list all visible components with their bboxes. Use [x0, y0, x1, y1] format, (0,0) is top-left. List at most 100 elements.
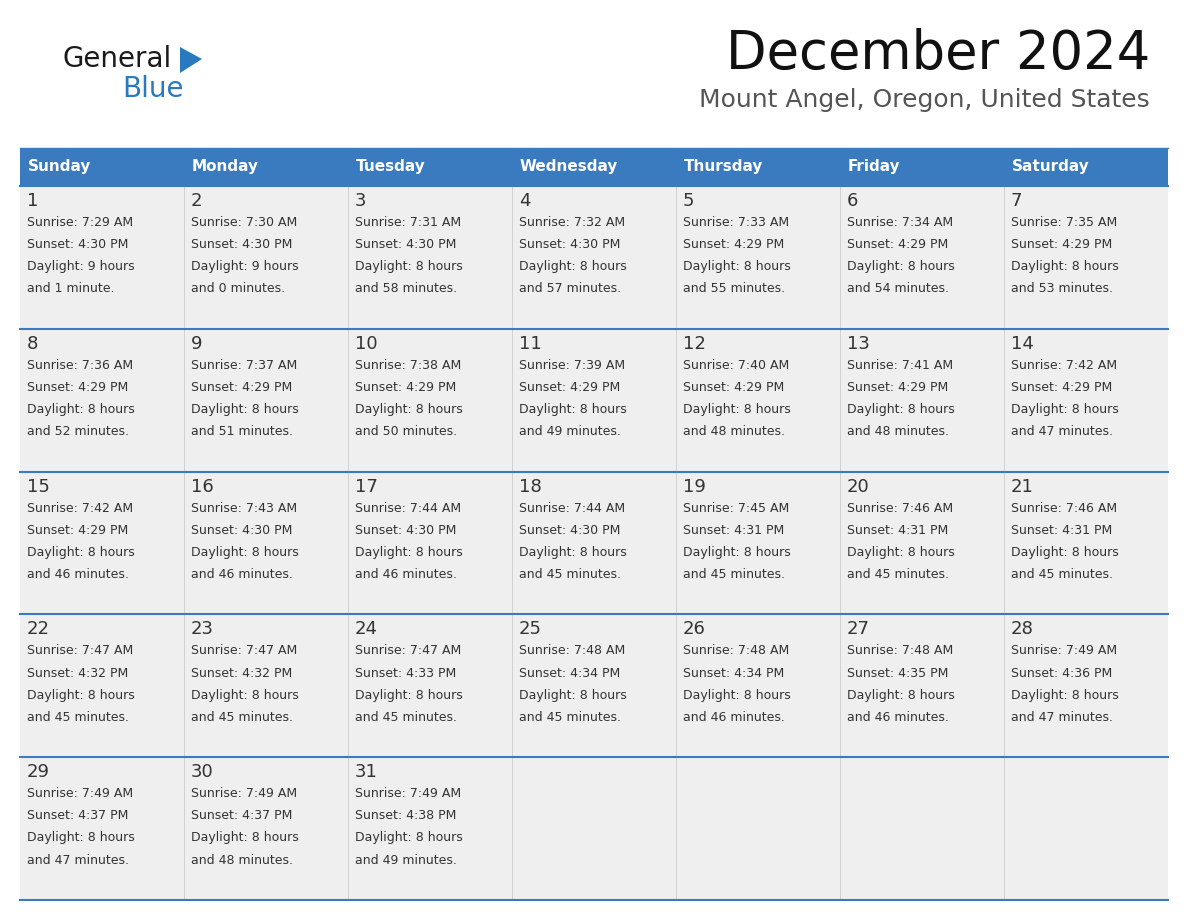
Text: 1: 1	[27, 192, 38, 210]
Text: Sunrise: 7:30 AM: Sunrise: 7:30 AM	[191, 216, 297, 229]
Text: Daylight: 8 hours: Daylight: 8 hours	[191, 832, 298, 845]
Text: General: General	[62, 45, 171, 73]
Bar	[512, 329, 676, 472]
Bar	[20, 186, 184, 329]
Bar	[1004, 186, 1168, 329]
Text: Sunset: 4:34 PM: Sunset: 4:34 PM	[519, 666, 620, 679]
Text: and 45 minutes.: and 45 minutes.	[27, 711, 129, 723]
Text: 24: 24	[355, 621, 378, 638]
Text: Sunrise: 7:42 AM: Sunrise: 7:42 AM	[27, 501, 133, 515]
Text: and 48 minutes.: and 48 minutes.	[191, 854, 293, 867]
Text: Blue: Blue	[122, 75, 183, 103]
Text: Sunrise: 7:40 AM: Sunrise: 7:40 AM	[683, 359, 789, 372]
Text: Tuesday: Tuesday	[356, 160, 425, 174]
Text: 2: 2	[191, 192, 202, 210]
Text: Sunset: 4:34 PM: Sunset: 4:34 PM	[683, 666, 784, 679]
Bar	[20, 757, 184, 900]
Text: Daylight: 8 hours: Daylight: 8 hours	[27, 403, 134, 416]
Text: and 53 minutes.: and 53 minutes.	[1011, 283, 1113, 296]
Text: Daylight: 9 hours: Daylight: 9 hours	[191, 261, 298, 274]
Text: 29: 29	[27, 763, 50, 781]
Text: Sunset: 4:32 PM: Sunset: 4:32 PM	[191, 666, 292, 679]
Text: Sunset: 4:29 PM: Sunset: 4:29 PM	[847, 381, 948, 394]
Text: Saturday: Saturday	[1012, 160, 1089, 174]
Text: Sunrise: 7:46 AM: Sunrise: 7:46 AM	[1011, 501, 1117, 515]
Bar	[840, 614, 1004, 757]
Bar	[348, 148, 512, 186]
Text: Mount Angel, Oregon, United States: Mount Angel, Oregon, United States	[700, 88, 1150, 112]
Bar	[20, 329, 184, 472]
Text: Sunset: 4:32 PM: Sunset: 4:32 PM	[27, 666, 128, 679]
Bar	[184, 329, 348, 472]
Text: Sunrise: 7:45 AM: Sunrise: 7:45 AM	[683, 501, 789, 515]
Text: and 54 minutes.: and 54 minutes.	[847, 283, 949, 296]
Text: and 47 minutes.: and 47 minutes.	[27, 854, 129, 867]
Text: Sunset: 4:29 PM: Sunset: 4:29 PM	[847, 238, 948, 252]
Bar	[1004, 148, 1168, 186]
Text: Sunrise: 7:32 AM: Sunrise: 7:32 AM	[519, 216, 625, 229]
Text: Sunset: 4:38 PM: Sunset: 4:38 PM	[355, 810, 456, 823]
Text: Daylight: 8 hours: Daylight: 8 hours	[519, 546, 627, 559]
Text: Sunset: 4:30 PM: Sunset: 4:30 PM	[519, 524, 620, 537]
Text: Sunset: 4:29 PM: Sunset: 4:29 PM	[355, 381, 456, 394]
Text: Sunset: 4:30 PM: Sunset: 4:30 PM	[355, 238, 456, 252]
Bar	[512, 148, 676, 186]
Text: Sunrise: 7:29 AM: Sunrise: 7:29 AM	[27, 216, 133, 229]
Text: 5: 5	[683, 192, 695, 210]
Text: December 2024: December 2024	[726, 28, 1150, 80]
Bar	[512, 472, 676, 614]
Bar	[20, 148, 184, 186]
Text: Sunset: 4:35 PM: Sunset: 4:35 PM	[847, 666, 948, 679]
Text: and 45 minutes.: and 45 minutes.	[847, 568, 949, 581]
Text: Sunrise: 7:49 AM: Sunrise: 7:49 AM	[191, 788, 297, 800]
Text: Daylight: 8 hours: Daylight: 8 hours	[355, 832, 463, 845]
Text: 8: 8	[27, 335, 38, 353]
Text: Daylight: 8 hours: Daylight: 8 hours	[1011, 546, 1119, 559]
Text: Sunrise: 7:48 AM: Sunrise: 7:48 AM	[847, 644, 953, 657]
Text: Daylight: 8 hours: Daylight: 8 hours	[355, 546, 463, 559]
Text: Sunrise: 7:49 AM: Sunrise: 7:49 AM	[355, 788, 461, 800]
Text: Sunset: 4:29 PM: Sunset: 4:29 PM	[27, 524, 128, 537]
Text: and 46 minutes.: and 46 minutes.	[683, 711, 785, 723]
Text: Daylight: 8 hours: Daylight: 8 hours	[355, 688, 463, 701]
Text: 20: 20	[847, 477, 870, 496]
Bar	[1004, 757, 1168, 900]
Bar	[348, 472, 512, 614]
Text: 6: 6	[847, 192, 859, 210]
Text: and 1 minute.: and 1 minute.	[27, 283, 114, 296]
Bar	[1004, 472, 1168, 614]
Bar	[512, 614, 676, 757]
Text: Sunrise: 7:35 AM: Sunrise: 7:35 AM	[1011, 216, 1117, 229]
Text: and 45 minutes.: and 45 minutes.	[355, 711, 457, 723]
Text: 27: 27	[847, 621, 870, 638]
Text: Sunset: 4:31 PM: Sunset: 4:31 PM	[847, 524, 948, 537]
Text: 16: 16	[191, 477, 214, 496]
Bar	[512, 186, 676, 329]
Text: Daylight: 8 hours: Daylight: 8 hours	[355, 403, 463, 416]
Text: Daylight: 8 hours: Daylight: 8 hours	[519, 261, 627, 274]
Bar	[184, 472, 348, 614]
Bar	[840, 472, 1004, 614]
Text: Sunset: 4:29 PM: Sunset: 4:29 PM	[683, 238, 784, 252]
Bar	[184, 148, 348, 186]
Text: Sunrise: 7:42 AM: Sunrise: 7:42 AM	[1011, 359, 1117, 372]
Text: Sunrise: 7:33 AM: Sunrise: 7:33 AM	[683, 216, 789, 229]
Bar	[840, 329, 1004, 472]
Text: Sunset: 4:29 PM: Sunset: 4:29 PM	[191, 381, 292, 394]
Text: 14: 14	[1011, 335, 1034, 353]
Text: 22: 22	[27, 621, 50, 638]
Text: and 49 minutes.: and 49 minutes.	[519, 425, 621, 438]
Text: Sunset: 4:29 PM: Sunset: 4:29 PM	[1011, 381, 1112, 394]
Text: Sunrise: 7:49 AM: Sunrise: 7:49 AM	[1011, 644, 1117, 657]
Text: Sunrise: 7:47 AM: Sunrise: 7:47 AM	[27, 644, 133, 657]
Text: Daylight: 8 hours: Daylight: 8 hours	[683, 403, 791, 416]
Text: and 50 minutes.: and 50 minutes.	[355, 425, 457, 438]
Bar	[20, 614, 184, 757]
Bar	[840, 148, 1004, 186]
Text: 23: 23	[191, 621, 214, 638]
Text: Daylight: 8 hours: Daylight: 8 hours	[683, 688, 791, 701]
Bar	[676, 757, 840, 900]
Text: Sunset: 4:30 PM: Sunset: 4:30 PM	[191, 524, 292, 537]
Text: and 45 minutes.: and 45 minutes.	[1011, 568, 1113, 581]
Text: and 45 minutes.: and 45 minutes.	[683, 568, 785, 581]
